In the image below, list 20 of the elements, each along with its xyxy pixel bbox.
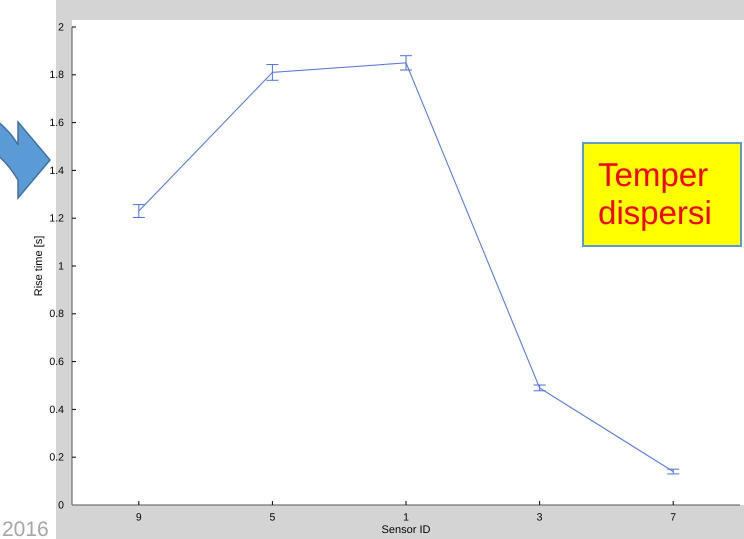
- x-tick-label: 3: [536, 511, 543, 524]
- text: 2016: [2, 518, 49, 539]
- annotation: Temper dispersi: [598, 156, 712, 231]
- x-tick-label: 5: [269, 511, 276, 524]
- y-tick-label: 0.4: [49, 404, 64, 416]
- y-tick-label: 0: [58, 499, 64, 512]
- y-tick-label: 1.4: [49, 164, 64, 177]
- y-tick-label: 1.2: [49, 212, 64, 225]
- y-tick-label: 0.8: [49, 308, 64, 320]
- y-tick-label: 0.2: [49, 452, 64, 464]
- x-tick-label: 9: [136, 511, 142, 524]
- x-axis-title: Sensor ID: [382, 524, 431, 536]
- y-tick-label: 1: [58, 260, 64, 272]
- x-tick-label: 7: [670, 511, 676, 524]
- y-tick-label: 1.8: [49, 69, 64, 82]
- y-axis-title: Rise time [s]: [33, 236, 45, 296]
- x-tick-label: 1: [403, 511, 410, 524]
- y-tick-label: 0.6: [49, 356, 64, 368]
- y-tick-label: 2: [58, 21, 64, 34]
- y-tick-label: 1.6: [49, 116, 64, 129]
